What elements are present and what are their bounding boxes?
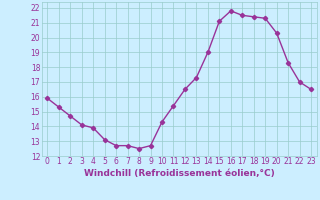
X-axis label: Windchill (Refroidissement éolien,°C): Windchill (Refroidissement éolien,°C) bbox=[84, 169, 275, 178]
